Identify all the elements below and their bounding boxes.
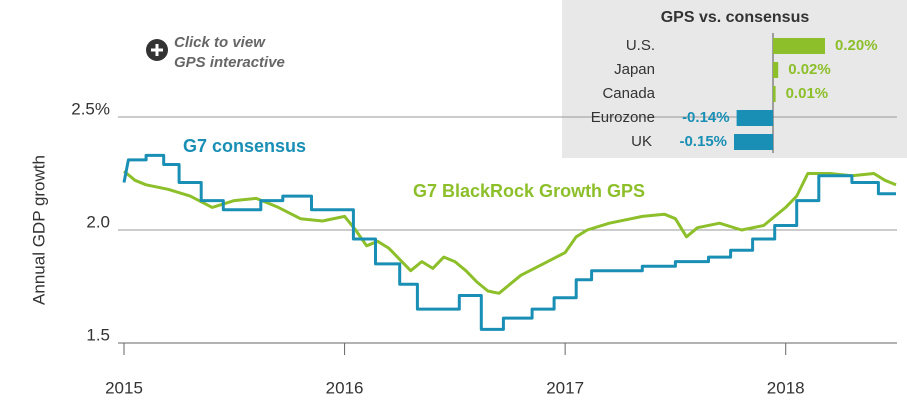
gps-link[interactable]: Click to view GPS interactive [146,34,285,71]
bar [736,110,773,126]
link-text[interactable]: GPS interactive [174,54,285,71]
category-label: Japan [614,61,655,78]
series-annotation: G7 consensus [183,136,306,156]
inset-panel [562,0,907,158]
series-line [122,153,896,331]
x-tick-label: 2017 [546,378,584,397]
y-tick-label: 1.5 [86,325,110,344]
y-tick-label: 2.5% [71,99,110,118]
value-label: 0.01% [786,85,829,102]
inset-title: GPS vs. consensus [661,9,810,26]
category-label: U.S. [626,37,655,54]
bar [773,62,779,78]
x-tick-label: 2015 [105,378,143,397]
value-label: -0.15% [679,133,727,150]
x-tick-label: 2018 [767,378,805,397]
series-line [123,170,897,295]
y-axis-label: Annual GDP growth [29,155,48,305]
y-tick-label: 2.0 [86,212,110,231]
value-label: -0.14% [682,109,730,126]
x-tick-label: 2016 [326,378,364,397]
link-text[interactable]: Click to view [174,34,266,51]
bar [734,134,773,150]
value-label: 0.20% [835,37,878,54]
plus-sign[interactable] [151,44,163,56]
category-label: UK [631,133,652,150]
bar [773,38,825,54]
series-annotation: G7 BlackRock Growth GPS [413,181,645,201]
category-label: Canada [602,85,655,102]
bar [773,86,776,102]
category-label: Eurozone [591,109,655,126]
value-label: 0.02% [788,61,831,78]
